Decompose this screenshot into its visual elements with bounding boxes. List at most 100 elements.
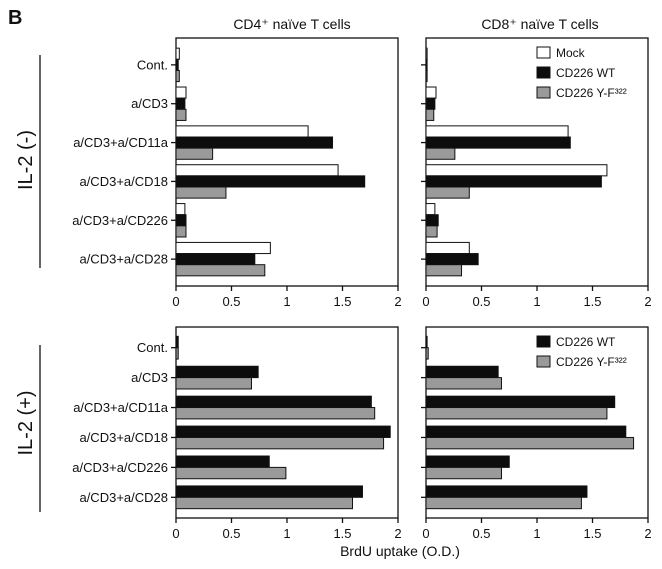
x-tick-label: 2	[644, 294, 651, 309]
bar-cd226-wt-a-cd3-a-cd28	[425, 253, 479, 266]
bar-cd226-y-f-a-cd3-a-cd226	[175, 225, 187, 238]
bar-cd226-wt-a-cd3	[425, 365, 499, 379]
bar-cd226-y-f-cont	[175, 347, 179, 360]
bar-mock-a-cd3-a-cd11a	[175, 125, 309, 138]
x-tick-label: 0.5	[222, 526, 240, 541]
bar-cd226-y-f-cont	[425, 347, 429, 360]
chart-panel-4: 0 0.5 1 1.5 2 CD226 WT CD226 Y-F³²²	[421, 326, 652, 541]
legend-label-cd226-wt: CD226 WT	[556, 335, 616, 349]
panel-letter: B	[8, 7, 22, 29]
bar-cd226-y-f-a-cd3	[425, 108, 435, 121]
bar-cd226-wt-a-cd3-a-cd11a	[175, 395, 372, 409]
bar-cd226-wt-a-cd3-a-cd11a	[175, 136, 334, 149]
x-tick-label: 1.5	[583, 294, 601, 309]
category-label: a/CD3+a/CD226	[72, 460, 168, 475]
bar-cd226-wt-a-cd3-a-cd18	[425, 175, 602, 188]
bar-mock-a-cd3	[425, 86, 437, 99]
x-tick-label: 0.5	[472, 526, 490, 541]
category-label: a/CD3+a/CD11a	[73, 135, 169, 150]
bar-cd226-wt-a-cd3	[175, 365, 259, 379]
x-tick-label: 0.5	[222, 294, 240, 309]
bar-mock-a-cd3-a-cd226	[425, 203, 436, 216]
bar-cd226-y-f-a-cd3-a-cd11a	[175, 407, 376, 420]
chart-panel-1: Cont. a/CD3 a/CD3+a/CD11a a/CD3+a/CD18 a/CD3…	[72, 37, 402, 309]
x-tick-label: 0.5	[472, 294, 490, 309]
x-tick-label: 1	[533, 294, 540, 309]
bar-mock-a-cd3-a-cd28	[175, 241, 271, 255]
chart-panel-3: Cont. a/CD3 a/CD3+a/CD11a a/CD3+a/CD18 a/CD3…	[72, 326, 402, 541]
legend-label-cd226-y-f: CD226 Y-F³²²	[556, 86, 627, 100]
bar-mock-a-cd3-a-cd28	[425, 241, 470, 255]
bar-cd226-wt-cont	[425, 58, 428, 71]
bar-mock-a-cd3-a-cd11a	[425, 125, 569, 138]
legend-label-cd226-y-f: CD226 Y-F³²²	[556, 355, 627, 369]
chart-panel-2: 0 0.5 1 1.5 2 Mock CD226 WT CD226 Y-F³²²	[421, 37, 652, 309]
bar-cd226-y-f-a-cd3-a-cd226	[425, 225, 438, 238]
row-title-il2-plus: IL-2 (+)	[15, 390, 37, 455]
bar-mock-cont	[425, 47, 428, 60]
bar-cd226-wt-a-cd3-a-cd226	[425, 214, 439, 227]
legend: CD226 WT CD226 Y-F³²²	[536, 335, 627, 369]
bar-mock-a-cd3	[175, 86, 187, 99]
x-tick-label: 0	[422, 294, 429, 309]
legend-swatch-cd226-wt	[536, 335, 551, 348]
bar-cd226-y-f-a-cd3-a-cd28	[175, 496, 353, 510]
chart-panels: Cont. a/CD3 a/CD3+a/CD11a a/CD3+a/CD18 a/CD3…	[72, 37, 652, 541]
legend-swatch-cd226-y-f	[536, 355, 551, 368]
category-label: a/CD3	[131, 370, 168, 385]
bar-cd226-y-f-a-cd3-a-cd11a	[175, 147, 214, 160]
category-label: a/CD3+a/CD28	[79, 252, 168, 267]
bar-cd226-y-f-a-cd3	[425, 377, 502, 390]
category-label: a/CD3	[131, 96, 168, 111]
bar-cd226-wt-a-cd3-a-cd28	[175, 253, 256, 266]
x-tick-label: 0	[172, 526, 179, 541]
bar-cd226-wt-a-cd3-a-cd226	[425, 455, 510, 468]
bar-cd226-wt-a-cd3-a-cd18	[425, 425, 627, 438]
bar-cd226-y-f-a-cd3	[175, 108, 187, 121]
x-tick-label: 1	[283, 294, 290, 309]
category-label: Cont.	[137, 340, 168, 355]
bar-cd226-y-f-a-cd3-a-cd18	[175, 186, 227, 199]
x-tick-label: 2	[644, 526, 651, 541]
category-label: a/CD3+a/CD18	[79, 174, 168, 189]
bar-cd226-y-f-a-cd3-a-cd226	[425, 466, 502, 480]
row-title-il2-minus: IL-2 (-)	[15, 130, 37, 190]
bar-cd226-wt-a-cd3-a-cd11a	[425, 395, 616, 409]
bar-cd226-y-f-a-cd3-a-cd28	[425, 496, 582, 510]
bar-cd226-y-f-a-cd3-a-cd28	[425, 264, 463, 277]
legend: Mock CD226 WT CD226 Y-F³²²	[536, 46, 627, 100]
bar-cd226-y-f-a-cd3-a-cd11a	[425, 407, 608, 420]
bar-cd226-wt-a-cd3-a-cd28	[175, 485, 363, 498]
bar-cd226-wt-a-cd3-a-cd18	[175, 175, 366, 188]
category-label: Cont.	[137, 57, 168, 72]
x-tick-label: 2	[394, 294, 401, 309]
x-tick-label: 1.5	[583, 526, 601, 541]
bar-cd226-y-f-a-cd3	[175, 377, 252, 390]
bar-cd226-wt-cont	[175, 58, 179, 71]
bar-mock-a-cd3-a-cd226	[175, 203, 186, 216]
bar-cd226-y-f-a-cd3-a-cd18	[425, 436, 635, 450]
legend-swatch-cd226-wt	[536, 66, 551, 79]
bar-cd226-wt-cont	[175, 335, 179, 349]
bar-cd226-y-f-a-cd3-a-cd226	[175, 466, 287, 480]
column-title-cd4: CD4⁺ naïve T cells	[233, 16, 350, 32]
x-tick-label: 1.5	[333, 294, 351, 309]
bar-cd226-y-f-cont	[425, 69, 428, 83]
bar-cd226-wt-a-cd3-a-cd28	[425, 485, 588, 498]
column-title-cd8: CD8⁺ naïve T cells	[481, 16, 598, 32]
bar-cd226-y-f-a-cd3-a-cd11a	[425, 147, 456, 160]
bar-cd226-y-f-a-cd3-a-cd28	[175, 264, 266, 277]
bar-cd226-wt-a-cd3-a-cd18	[175, 425, 391, 438]
bar-cd226-wt-cont	[425, 335, 428, 349]
legend-label-cd226-wt: CD226 WT	[556, 66, 616, 80]
category-label: a/CD3+a/CD18	[79, 430, 168, 445]
bar-mock-a-cd3-a-cd18	[175, 164, 339, 177]
x-tick-label: 0	[172, 294, 179, 309]
bar-cd226-wt-a-cd3	[425, 97, 436, 110]
category-label: a/CD3+a/CD226	[72, 213, 168, 228]
bar-cd226-y-f-a-cd3-a-cd18	[425, 186, 470, 199]
bar-cd226-wt-a-cd3	[175, 97, 186, 110]
x-axis-label: BrdU uptake (O.D.)	[340, 543, 460, 559]
x-tick-label: 1	[283, 526, 290, 541]
